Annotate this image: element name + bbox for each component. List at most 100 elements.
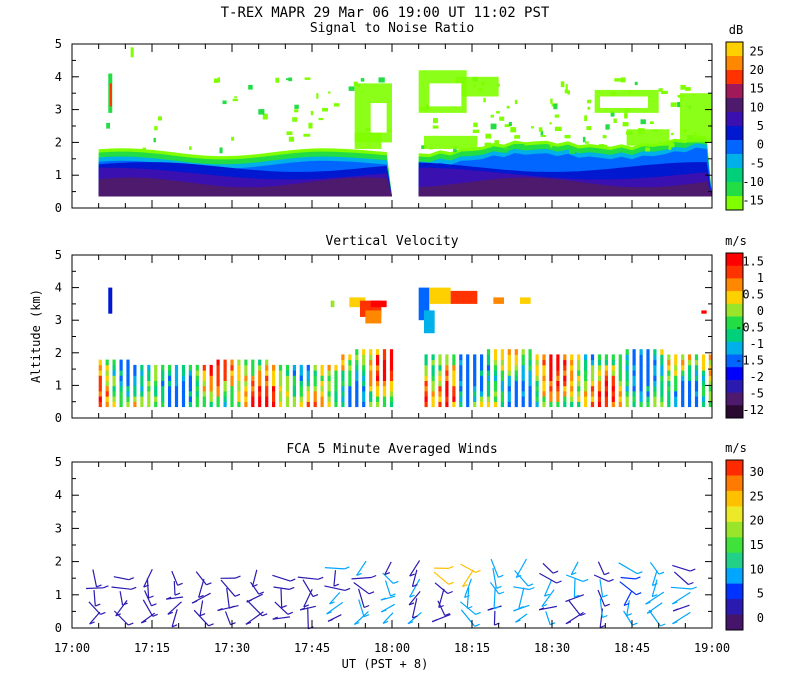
velocity-cell: [646, 349, 650, 355]
velocity-cell: [708, 359, 712, 366]
velocity-cell: [188, 385, 192, 392]
snr-echo: [587, 99, 592, 104]
wind-barb-flag: [444, 612, 451, 617]
velocity-cell: [514, 396, 518, 402]
velocity-cell: [445, 401, 449, 408]
velocity-cell: [341, 375, 345, 381]
velocity-cell: [611, 364, 615, 371]
y-tick-label: 1: [55, 378, 62, 392]
velocity-cell: [535, 364, 539, 371]
velocity-cell: [521, 359, 525, 366]
wind-barb-flag: [408, 602, 415, 606]
velocity-cell: [278, 401, 283, 408]
velocity-cell: [285, 396, 290, 402]
colorbar-swatch: [726, 84, 743, 99]
colorbar-units: m/s: [725, 234, 747, 248]
snr-echo: [130, 47, 134, 58]
velocity-cell: [688, 375, 692, 381]
wind-barb-flag: [198, 594, 204, 598]
velocity-cell: [639, 380, 643, 387]
velocity-echo: [520, 297, 531, 304]
velocity-cell: [362, 390, 366, 397]
velocity-cell: [597, 390, 602, 397]
wind-barb: [623, 590, 633, 606]
snr-echo: [490, 123, 497, 130]
velocity-cell: [563, 396, 567, 402]
velocity-cell: [577, 354, 581, 361]
velocity-cell: [577, 370, 581, 376]
wind-barb-flag: [128, 577, 135, 581]
colorbar-swatch: [726, 490, 743, 507]
snr-echo: [582, 136, 586, 143]
x-tick-label: 17:00: [54, 641, 90, 655]
velocity-cell: [604, 364, 608, 371]
velocity-cell: [438, 380, 442, 387]
wind-barb: [513, 586, 530, 591]
velocity-cell: [174, 385, 179, 392]
velocity-cell: [480, 370, 484, 376]
velocity-cell: [313, 364, 317, 371]
velocity-cell: [334, 390, 338, 397]
velocity-cell: [653, 364, 657, 371]
velocity-cell: [584, 354, 588, 361]
wind-barb: [272, 574, 291, 582]
velocity-cell: [320, 390, 324, 397]
velocity-cell: [265, 401, 269, 408]
velocity-cell: [466, 380, 470, 387]
velocity-cell: [618, 364, 622, 371]
wind-barb-flag: [604, 572, 610, 576]
velocity-cell: [452, 396, 456, 402]
wind-barb-flag: [390, 593, 396, 597]
wind-barb: [93, 590, 96, 607]
wind-barb-flag: [409, 573, 415, 577]
velocity-cell: [119, 370, 123, 376]
velocity-cell: [237, 380, 241, 387]
velocity-cell: [542, 401, 546, 408]
velocity-cell: [168, 385, 172, 392]
velocity-cell: [528, 390, 532, 397]
velocity-cell: [535, 359, 539, 366]
velocity-cell: [369, 359, 373, 366]
velocity-cell: [306, 390, 310, 397]
snr-echo: [680, 84, 686, 90]
velocity-cell: [660, 364, 664, 371]
velocity-cell: [653, 401, 657, 408]
velocity-cell: [299, 380, 303, 387]
snr-hole: [600, 96, 648, 108]
wind-barb-flag: [496, 585, 502, 589]
snr-echo: [514, 99, 518, 105]
snr-echo: [310, 110, 314, 116]
velocity-cell: [389, 349, 394, 355]
velocity-cell: [126, 390, 130, 397]
snr-echo-patch: [626, 129, 670, 146]
velocity-cell: [154, 370, 158, 376]
colorbar-tick-label: 15: [750, 538, 764, 552]
velocity-cell: [376, 380, 380, 387]
velocity-cell: [147, 396, 151, 402]
snr-echo: [586, 126, 592, 131]
colorbar-swatch: [726, 303, 743, 317]
wind-barb-flag: [128, 622, 134, 626]
velocity-cell: [521, 396, 525, 402]
colorbar-swatch: [726, 278, 743, 292]
velocity-cell: [126, 364, 130, 371]
velocity-cell: [181, 396, 186, 402]
velocity-cell: [362, 401, 366, 408]
velocity-cell: [244, 359, 248, 366]
velocity-cell: [424, 385, 428, 392]
velocity-cell: [327, 380, 331, 387]
velocity-cell: [431, 390, 435, 397]
colorbar-swatch: [726, 367, 743, 381]
velocity-cell: [258, 364, 262, 371]
velocity-cell: [154, 380, 158, 387]
velocity-cell: [590, 375, 595, 381]
wind-barb: [88, 601, 101, 615]
velocity-cell: [320, 396, 324, 402]
velocity-cell: [369, 375, 373, 381]
y-tick-label: 5: [55, 455, 62, 469]
wind-barb: [433, 571, 450, 585]
velocity-cell: [577, 359, 581, 366]
velocity-cell: [452, 370, 456, 376]
velocity-cell: [258, 380, 262, 387]
velocity-cell: [133, 375, 137, 381]
